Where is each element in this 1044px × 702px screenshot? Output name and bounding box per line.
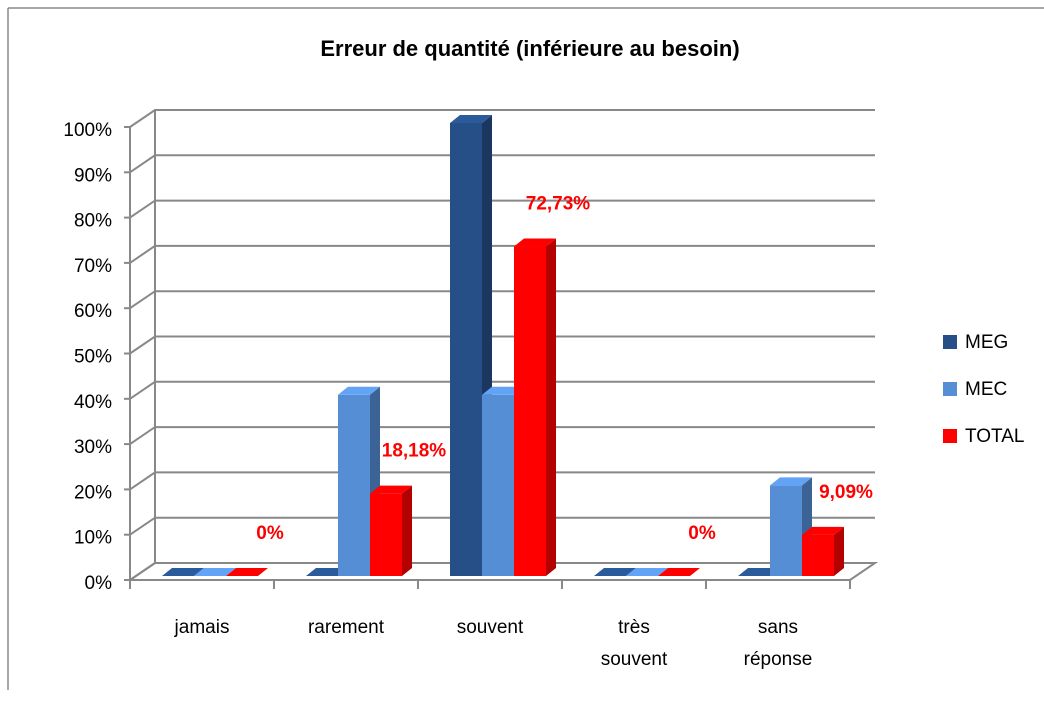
bar-front [770, 485, 802, 576]
bar [226, 568, 268, 576]
bar [802, 526, 844, 576]
bar-front [482, 394, 514, 576]
bar-top [450, 115, 492, 123]
data-label: 0% [256, 523, 284, 544]
bar [306, 568, 348, 576]
bar-top [802, 526, 844, 535]
bar-side [546, 238, 556, 577]
bar-front [802, 534, 834, 576]
data-label: 9,09% [819, 482, 873, 503]
bar-top [594, 568, 636, 576]
x-tick-label: sans réponse [744, 617, 813, 670]
y-tick-label: 30% [74, 437, 112, 458]
x-tick-label-line: très [618, 617, 650, 638]
bar-front [338, 394, 370, 576]
bar-top [338, 386, 380, 395]
y-tick-label: 40% [74, 392, 112, 413]
x-tick-label-line: sans [758, 617, 798, 638]
x-tick-label-line: souvent [601, 649, 668, 670]
grid-line [129, 154, 875, 174]
grid-line [129, 199, 875, 219]
bar [338, 386, 380, 576]
grid-line [129, 516, 875, 536]
bar-top [306, 568, 348, 576]
grid-line [129, 244, 875, 264]
bar [626, 568, 668, 576]
data-label: 0% [688, 523, 716, 544]
bar [738, 568, 780, 576]
bar-top [194, 568, 236, 576]
bar-front [514, 246, 546, 577]
x-tick-label: rarement [308, 617, 385, 638]
y-tick-label: 100% [63, 120, 112, 141]
bar-top [370, 485, 412, 494]
x-tick-label-line: réponse [744, 649, 813, 670]
legend-swatch [943, 382, 957, 396]
bar [162, 568, 204, 576]
bar-top [626, 568, 668, 576]
x-tick-label: jamais [174, 617, 230, 638]
bar-side [834, 526, 844, 576]
y-tick-label: 90% [74, 165, 112, 186]
bar-top [770, 477, 812, 486]
x-tick-label-line: souvent [457, 617, 524, 638]
y-tick-label: 70% [74, 256, 112, 277]
bar [658, 568, 700, 576]
bar-top [658, 568, 700, 576]
bar [194, 568, 236, 576]
x-tick-label: souvent [457, 617, 524, 638]
grid-line [129, 426, 875, 445]
legend-label: MEG [965, 332, 1008, 353]
bar [370, 485, 412, 576]
bar-top [738, 568, 780, 576]
bar-side [402, 485, 412, 576]
x-tick-label-line: jamais [174, 617, 230, 638]
legend-swatch [943, 335, 957, 349]
legend-label: TOTAL [965, 426, 1024, 447]
bar-front [450, 123, 482, 576]
y-tick-label: 50% [74, 347, 112, 368]
data-label: 72,73% [526, 194, 591, 215]
legend-swatch [943, 429, 957, 443]
x-tick-label-line: rarement [308, 617, 385, 638]
grid-line [129, 335, 875, 355]
bar-front [370, 493, 402, 576]
bar-top [226, 568, 268, 576]
grid-line [129, 380, 875, 400]
grid-line [129, 562, 875, 581]
y-tick-label: 10% [74, 528, 112, 549]
y-tick-label: 80% [74, 211, 112, 232]
grid-line [129, 471, 875, 491]
y-tick-label: 0% [85, 573, 113, 594]
legend-label: MEC [965, 379, 1007, 400]
chart-title: Erreur de quantité (inférieure au besoin… [320, 36, 739, 61]
bar [594, 568, 636, 576]
data-label: 18,18% [382, 441, 447, 462]
grid-line [129, 290, 875, 310]
bar [514, 238, 556, 577]
y-tick-label: 60% [74, 301, 112, 322]
bar-top [162, 568, 204, 576]
y-tick-label: 20% [74, 482, 112, 503]
grid-line [129, 109, 875, 128]
bar-top [482, 386, 524, 395]
x-tick-label: très souvent [601, 617, 668, 670]
bar-top [514, 238, 556, 247]
